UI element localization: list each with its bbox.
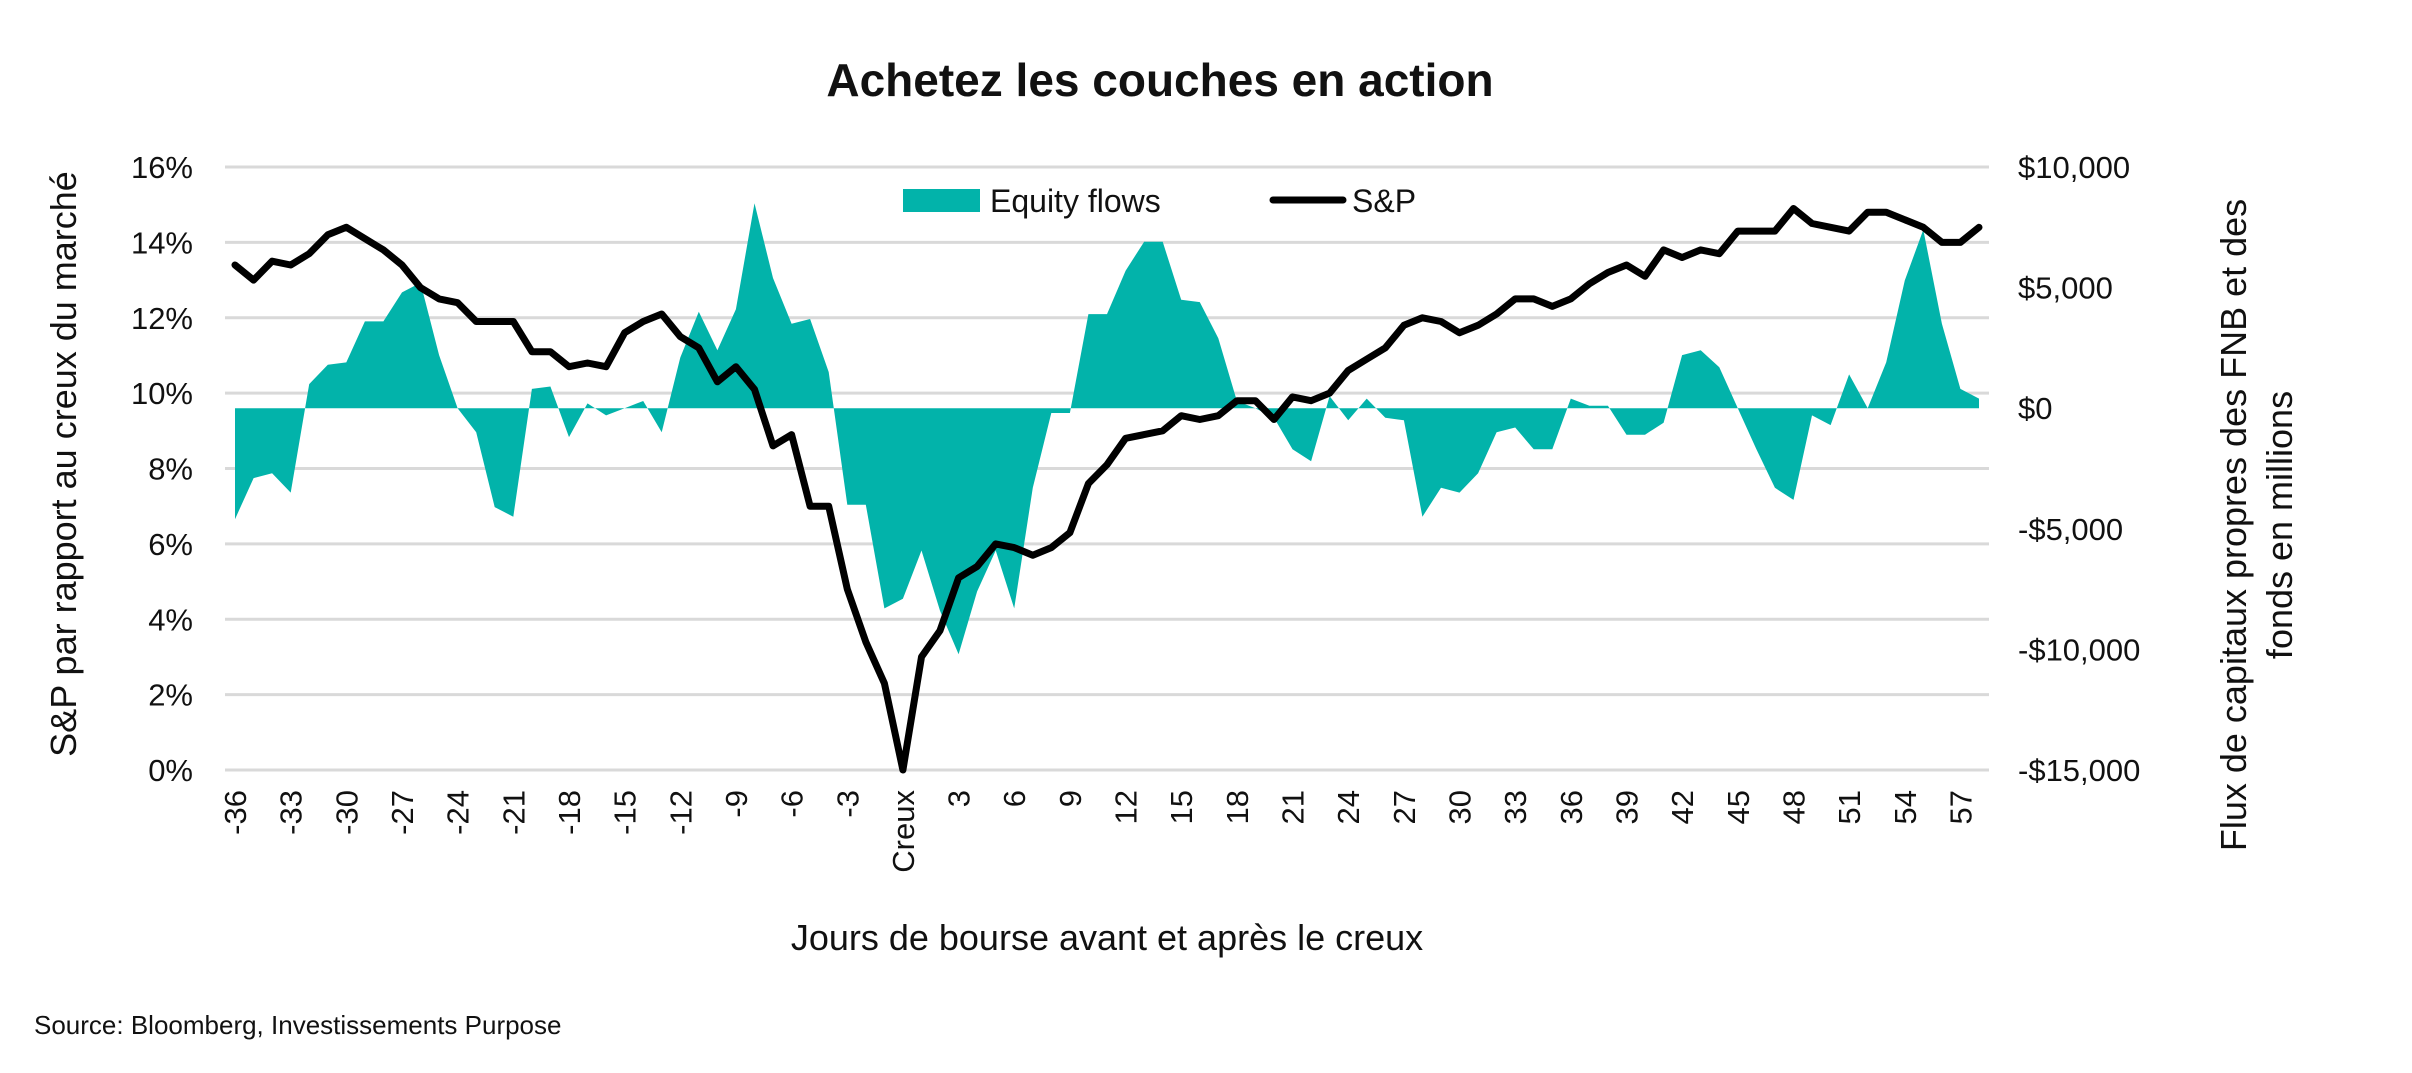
x-tick-label: -3 (830, 790, 865, 818)
chart-title: Achetez les couches en action (826, 54, 1493, 106)
y-left-tick-label: 16% (131, 150, 193, 185)
x-tick-label: -36 (218, 790, 253, 835)
x-tick-label: 15 (1164, 790, 1199, 824)
x-tick-label: -33 (274, 790, 309, 835)
x-tick-label: 51 (1832, 790, 1867, 824)
x-tick-label: 12 (1109, 790, 1144, 824)
y-right-tick-label: -$15,000 (2018, 753, 2140, 788)
legend: Equity flows S&P (903, 183, 1416, 219)
x-tick-label: -9 (719, 790, 754, 818)
y-left-tick-label: 12% (131, 301, 193, 336)
y-axis-right-label-line1: Flux de capitaux propres des FNB et des (2213, 199, 2254, 851)
x-tick-label: 33 (1498, 790, 1533, 824)
y-axis-right-label-line2: fonds en millions (2259, 391, 2300, 659)
source-note: Source: Bloomberg, Investissements Purpo… (34, 1010, 561, 1040)
x-tick-label: 21 (1276, 790, 1311, 824)
x-tick-label: 24 (1331, 790, 1366, 824)
y-left-tick-label: 6% (148, 527, 193, 562)
x-tick-label: 54 (1888, 790, 1923, 824)
x-axis-label: Jours de bourse avant et après le creux (791, 917, 1423, 958)
x-tick-label: 30 (1443, 790, 1478, 824)
y-right-tick-label: $10,000 (2018, 150, 2130, 185)
legend-swatch-equity-flows (903, 189, 980, 212)
y-right-tick-label: -$10,000 (2018, 632, 2140, 667)
x-tick-label: 36 (1554, 790, 1589, 824)
equity-flows-area (235, 203, 1979, 655)
x-tick-label: 42 (1665, 790, 1700, 824)
y-left-tick-label: 10% (131, 376, 193, 411)
y-right-ticks: -$15,000 -$10,000 -$5,000 $0 $5,000 $10,000 (2018, 150, 2140, 788)
x-tick-label: -21 (496, 790, 531, 835)
y-axis-left-label: S&P par rapport au creux du marché (43, 171, 84, 757)
y-left-tick-label: 4% (148, 602, 193, 637)
x-tick-label: 9 (1053, 790, 1088, 807)
x-tick-label: 6 (997, 790, 1032, 807)
y-left-tick-label: 8% (148, 452, 193, 487)
legend-label-equity-flows: Equity flows (990, 183, 1161, 219)
x-ticks: -36 -33 -30 -27 -24 -21 -18 -15 -12 -9 -6 -3 Creux 3 6… (218, 790, 1978, 873)
y-right-tick-label: $0 (2018, 391, 2052, 426)
x-tick-label: 27 (1387, 790, 1422, 824)
x-tick-label: 18 (1220, 790, 1255, 824)
x-tick-label: -12 (663, 790, 698, 835)
sp-line (231, 205, 1983, 774)
x-tick-label: -24 (441, 790, 476, 835)
x-tick-label: -30 (329, 790, 364, 835)
x-tick-label: 45 (1721, 790, 1756, 824)
x-tick-label: Creux (886, 790, 921, 873)
y-left-tick-label: 0% (148, 753, 193, 788)
legend-label-sp: S&P (1352, 183, 1416, 219)
x-tick-label: 48 (1776, 790, 1811, 824)
x-tick-label: -15 (608, 790, 643, 835)
x-tick-label: -27 (385, 790, 420, 835)
y-left-tick-label: 2% (148, 678, 193, 713)
x-tick-label: 57 (1943, 790, 1978, 824)
x-tick-label: -6 (775, 790, 810, 818)
x-tick-label: -18 (552, 790, 587, 835)
y-left-ticks: 0% 2% 4% 6% 8% 10% 12% 14% 16% (131, 150, 193, 788)
y-right-tick-label: -$5,000 (2018, 512, 2123, 547)
x-tick-label: 39 (1609, 790, 1644, 824)
y-left-tick-label: 14% (131, 225, 193, 260)
x-tick-label: 3 (942, 790, 977, 807)
y-right-tick-label: $5,000 (2018, 271, 2113, 306)
